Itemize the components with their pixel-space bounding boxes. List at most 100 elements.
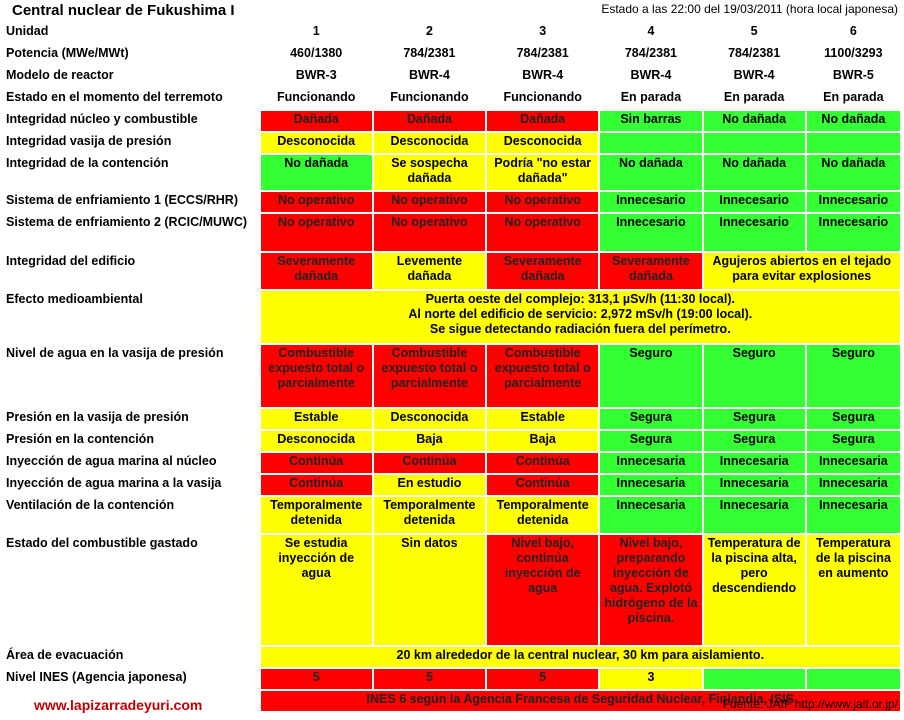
status-cell: No operativo: [373, 214, 486, 251]
status-cell: Puerta oeste del complejo: 313,1 µSv/h (…: [260, 291, 900, 343]
row-label: Efecto medioambiental: [6, 292, 143, 306]
unit-header: 5: [750, 24, 758, 38]
table-row: Presión en la vasija de presión Estable De…: [4, 409, 900, 429]
status-cell: Estable: [260, 409, 372, 429]
status-cell: Dañada: [487, 111, 599, 131]
table-row: Sistema de enfriamiento 2 (RCIC/MUWC) No …: [4, 214, 900, 251]
status-cell: Innecesario: [600, 192, 702, 212]
row-label: Sistema de enfriamiento 1 (ECCS/RHR): [6, 193, 238, 207]
status-cell: Segura: [600, 409, 702, 429]
table-row: Ventilación de la contención Temporalment…: [4, 497, 900, 533]
status-cell: Dañada: [373, 111, 486, 131]
table-row: Potencia (MWe/MWt) 460/1380 784/2381 784/23…: [4, 45, 900, 65]
row-label: Presión en la contención: [6, 432, 154, 446]
status-cell: No operativo: [260, 214, 372, 251]
status-cell: Nivel bajo, preparando inyección de agua…: [600, 535, 702, 645]
status-cell: Continúa: [260, 453, 372, 473]
status-cell: No operativo: [487, 192, 599, 212]
status-cell: Dañada: [260, 111, 372, 131]
status-cell: [806, 133, 900, 153]
unit-header: 1: [312, 24, 320, 38]
status-cell: Segura: [806, 409, 900, 429]
status-cell: Temporalmente detenida: [373, 497, 486, 533]
status-cell: INES 6 según la Agencia Francesa de Segu…: [260, 691, 900, 711]
status-cell: En estudio: [373, 475, 486, 495]
table-row: Nivel INES (Agencia japonesa) 5 5 5 3: [4, 669, 900, 689]
row-label: Nivel INES (Agencia japonesa): [6, 670, 187, 684]
table-row: Integridad vasija de presión Desconocida D…: [4, 133, 900, 153]
status-cell: Desconocida: [260, 133, 372, 153]
status-cell: Seguro: [703, 345, 805, 407]
status-cell: Innecesaria: [703, 475, 805, 495]
status-cell: Temperatura de la piscina en aumento: [806, 535, 900, 645]
row-label: Integridad vasija de presión: [6, 134, 172, 148]
status-cell: Sin datos: [373, 535, 486, 645]
row-label: Sistema de enfriamiento 2 (RCIC/MUWC): [6, 215, 248, 229]
row-label: Modelo de reactor: [6, 68, 114, 82]
status-cell: No operativo: [373, 192, 486, 212]
status-cell: Estable: [487, 409, 599, 429]
status-cell: No dañada: [806, 111, 900, 131]
status-cell: En parada: [806, 89, 900, 109]
row-label: Integridad del edificio: [6, 254, 136, 268]
status-cell: Desconocida: [487, 133, 599, 153]
status-cell: Innecesario: [806, 192, 900, 212]
status-cell: Se sospecha dañada: [373, 155, 486, 190]
status-table: Unidad 1 2 3 4 5 6 Potencia (MWe/MWt) 460/1380 78…: [2, 21, 902, 713]
row-label: Estado del combustible gastado: [6, 536, 198, 550]
status-cell: BWR-4: [600, 67, 702, 87]
table-row: Integridad de la contención No dañada Se s…: [4, 155, 900, 190]
status-cell: 3: [600, 669, 702, 689]
table-row: Sistema de enfriamiento 1 (ECCS/RHR) No o…: [4, 192, 900, 212]
row-label: Ventilación de la contención: [6, 498, 175, 512]
status-cell: Podría "no estar dañada": [487, 155, 599, 190]
table-row: Efecto medioambiental Puerta oeste del co…: [4, 291, 900, 343]
status-cell: Innecesaria: [600, 497, 702, 533]
status-cell: 460/1380: [260, 45, 372, 65]
footer-site-link[interactable]: www.lapizarradeyuri.com: [34, 697, 203, 713]
status-cell: 1100/3293: [806, 45, 900, 65]
status-cell: Segura: [703, 409, 805, 429]
status-cell: 5: [260, 669, 372, 689]
row-label: Área de evacuación: [6, 648, 124, 662]
footer-source: Fuente: JAIF http://www.jaif.or.jp/: [722, 697, 898, 711]
status-cell: No dañada: [806, 155, 900, 190]
unit-header: 4: [647, 24, 655, 38]
table-row: INES 6 según la Agencia Francesa de Segu…: [4, 691, 900, 711]
status-cell: Innecesaria: [703, 497, 805, 533]
status-cell: No dañada: [703, 111, 805, 131]
status-cell: Desconocida: [373, 409, 486, 429]
status-cell: Combustible expuesto total o parcialment…: [373, 345, 486, 407]
status-cell: Innecesario: [703, 214, 805, 251]
status-cell: Combustible expuesto total o parcialment…: [487, 345, 599, 407]
status-cell: Severamente dañada: [487, 253, 599, 289]
row-label: Unidad: [6, 24, 49, 38]
status-cell: BWR-5: [806, 67, 900, 87]
row-label: Presión en la vasija de presión: [6, 410, 189, 424]
status-cell: No dañada: [260, 155, 372, 190]
status-cell: BWR-4: [487, 67, 599, 87]
status-cell: No operativo: [487, 214, 599, 251]
table-row: Nivel de agua en la vasija de presión Com…: [4, 345, 900, 407]
status-cell: 784/2381: [703, 45, 805, 65]
status-cell: Innecesaria: [806, 475, 900, 495]
row-label: Inyección de agua marina al núcleo: [6, 454, 217, 468]
table-row: Modelo de reactor BWR-3 BWR-4 BWR-4 BWR-4 BWR…: [4, 67, 900, 87]
status-cell: Baja: [487, 431, 599, 451]
status-cell: Continúa: [487, 453, 599, 473]
status-cell: Innecesario: [703, 192, 805, 212]
status-cell: No operativo: [260, 192, 372, 212]
status-cell: Temperatura de la piscina alta, pero des…: [703, 535, 805, 645]
status-cell: Funcionando: [487, 89, 599, 109]
status-cell: Continúa: [260, 475, 372, 495]
status-cell: BWR-4: [703, 67, 805, 87]
status-cell: Temporalmente detenida: [487, 497, 599, 533]
row-label: Inyección de agua marina a la vasija: [6, 476, 222, 490]
table-row: Estado del combustible gastado Se estudia…: [4, 535, 900, 645]
status-cell: [806, 669, 900, 689]
status-cell: Seguro: [806, 345, 900, 407]
status-cell: Agujeros abiertos en el tejado para evit…: [703, 253, 900, 289]
status-cell: 784/2381: [600, 45, 702, 65]
page-title: Central nuclear de Fukushima I: [12, 2, 235, 19]
table-row: Área de evacuación 20 km alrededor de la …: [4, 647, 900, 667]
